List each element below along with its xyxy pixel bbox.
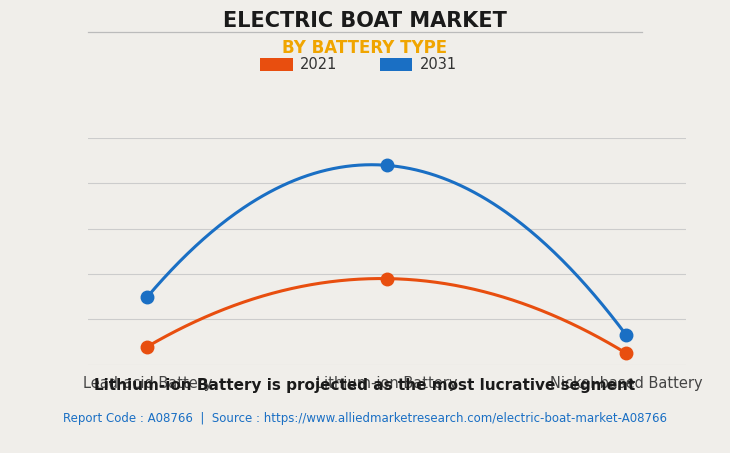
Text: BY BATTERY TYPE: BY BATTERY TYPE [283,39,447,57]
Text: 2031: 2031 [420,57,457,72]
Text: Lithium-ion Battery is projected as the most lucrative segment: Lithium-ion Battery is projected as the … [94,378,636,393]
Text: 2021: 2021 [300,57,337,72]
Text: Report Code : A08766  |  Source : https://www.alliedmarketresearch.com/electric-: Report Code : A08766 | Source : https://… [63,412,667,425]
Text: ELECTRIC BOAT MARKET: ELECTRIC BOAT MARKET [223,11,507,31]
